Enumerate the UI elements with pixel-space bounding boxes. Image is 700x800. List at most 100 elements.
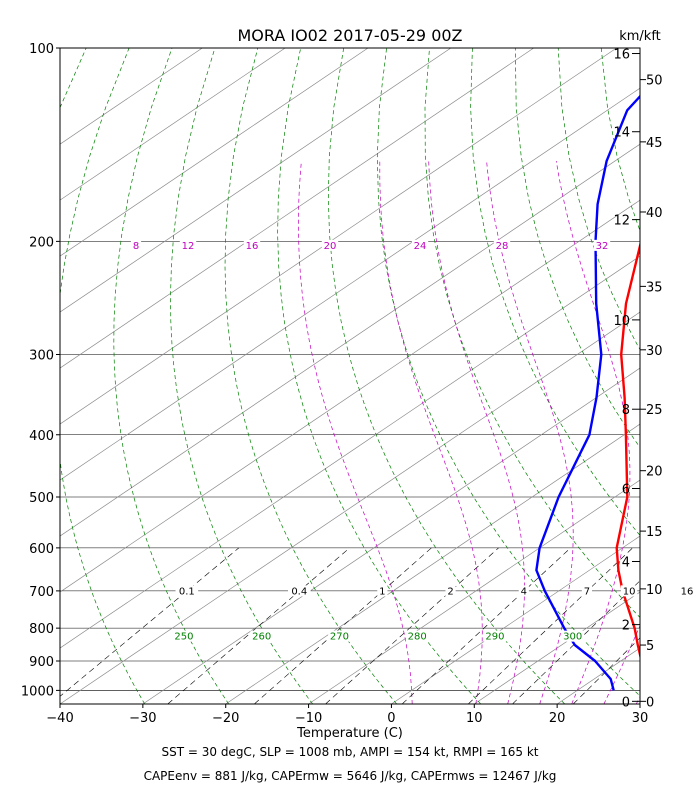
km-tick-label: 2	[622, 619, 630, 634]
isotherm-line	[60, 48, 369, 257]
mixing-ratio-label-text: 10	[623, 586, 636, 597]
mixing-ratio-line	[512, 580, 640, 704]
isotherm-line	[60, 255, 640, 649]
plot-frame	[59, 47, 641, 705]
moist-adiabat-line	[428, 161, 525, 704]
dry-adiabat-label-text: 250	[174, 632, 193, 643]
mixing-ratio-line	[468, 547, 633, 704]
moist-adiabat-label-bg	[243, 239, 261, 251]
x-axis-label: Temperature (C)	[296, 726, 403, 741]
mixing-ratio-label-bg	[175, 585, 199, 597]
km-tick-label: 0	[622, 695, 630, 710]
moist-adiabat-label: 16	[243, 239, 261, 252]
temperature-profile	[615, 240, 640, 660]
dry-adiabat-label: 300	[561, 630, 584, 643]
dry-adiabat-label-bg	[561, 630, 584, 642]
dry-adiabat-label-text: 300	[563, 632, 582, 643]
moist-adiabat-line	[486, 161, 574, 704]
footer-line-1: SST = 30 degC, SLP = 1008 mb, AMPI = 154…	[161, 745, 539, 759]
moist-adiabat-label-bg	[493, 239, 511, 251]
mixing-ratio-line	[401, 547, 571, 704]
moist-adiabat-label-text: 12	[182, 241, 195, 252]
moist-adiabat-label-bg	[179, 239, 197, 251]
kft-tick-label: 0	[646, 695, 654, 710]
mixing-ratio-label-text: 16	[681, 586, 694, 597]
km-tick-label: 12	[613, 214, 630, 229]
pressure-tick-label: 300	[29, 348, 54, 363]
mixing-ratio-label-text: 4	[521, 586, 527, 597]
isotherm-line	[60, 48, 534, 369]
kft-tick-label: 30	[646, 344, 663, 359]
isotherm-line	[308, 479, 640, 704]
km-tick-label: 8	[622, 403, 630, 418]
moist-adiabat-label-text: 32	[596, 241, 609, 252]
kft-tick-label: 10	[646, 583, 663, 598]
isotherm-line	[60, 87, 640, 481]
temp-tick-label: 20	[549, 711, 566, 726]
mixing-ratio-label: 10	[620, 585, 638, 597]
dry-adiabat-label-bg	[250, 630, 273, 642]
dry-adiabat-label: 270	[328, 630, 351, 643]
km-tick-label: 16	[613, 48, 630, 63]
dry-adiabat-label: 250	[172, 630, 196, 643]
dry-adiabat-line	[470, 48, 640, 536]
temp-tick-label: 30	[632, 711, 649, 726]
mixing-ratio-label-bg	[445, 585, 456, 597]
moist-adiabat-label-text: 8	[133, 241, 139, 252]
height-unit-label: km/kft	[619, 29, 661, 44]
pressure-tick-label: 900	[29, 655, 54, 670]
moist-adiabat-label-bg	[411, 239, 429, 251]
dry-adiabat-label-bg	[405, 630, 429, 642]
temp-tick-label: −20	[212, 711, 239, 726]
moist-adiabat-label-bg	[321, 239, 339, 251]
mixing-ratio-label-text: 0.4	[291, 586, 307, 597]
dry-adiabat-line	[113, 48, 229, 704]
isotherm-line	[142, 367, 640, 704]
pressure-tick-label: 100	[29, 42, 54, 57]
mixing-ratio-line	[60, 547, 240, 697]
moist-adiabat-label-bg	[593, 239, 611, 251]
pressure-tick-label: 400	[29, 429, 54, 444]
thermo-grid	[60, 48, 700, 704]
dry-adiabat-label-text: 290	[485, 632, 504, 643]
chart-title: MORA IO02 2017-05-29 00Z	[237, 26, 462, 45]
moist-adiabat-label: 28	[493, 239, 511, 252]
moist-adiabat-label: 8	[130, 239, 142, 252]
isotherm-line	[60, 48, 452, 313]
moist-adiabat-line	[603, 624, 640, 704]
pressure-tick-label: 1000	[21, 684, 54, 699]
dry-adiabat-line	[557, 48, 640, 351]
moist-adiabat-label: 20	[321, 239, 339, 252]
isotherm-line	[60, 48, 617, 425]
mixing-ratio-label-bg	[620, 585, 638, 597]
moist-adiabat-label-text: 28	[496, 241, 509, 252]
dry-adiabat-label-text: 280	[408, 632, 427, 643]
kft-tick-label: 25	[646, 403, 663, 418]
mixing-ratio-label: 0.1	[175, 585, 199, 597]
isotherm-line	[391, 535, 640, 704]
moist-adiabat-label-text: 24	[414, 241, 427, 252]
dry-adiabat-line	[224, 48, 397, 704]
dry-adiabat-label-bg	[483, 630, 507, 642]
kft-tick-label: 50	[646, 74, 663, 89]
dry-adiabat-line	[170, 48, 313, 704]
mixing-ratio-label-bg	[518, 585, 529, 597]
mixing-ratio-label-text: 0.1	[179, 586, 195, 597]
mixing-ratio-label: 7	[581, 585, 593, 597]
moist-adiabat-label-text: 16	[246, 241, 259, 252]
dry-adiabat-label-text: 270	[330, 632, 349, 643]
dry-adiabat-line	[687, 48, 700, 704]
pressure-tick-label: 700	[29, 585, 54, 600]
moist-adiabat-line	[669, 161, 700, 704]
dry-adiabat-label-bg	[172, 630, 196, 642]
dry-adiabat-label: 260	[250, 630, 273, 643]
mixing-ratio-label-text: 1	[379, 586, 385, 597]
temp-tick-label: −10	[295, 711, 322, 726]
mixing-ratio-line	[325, 547, 499, 704]
mixing-ratio-label-bg	[581, 585, 593, 597]
moist-adiabat-label-text: 20	[324, 241, 337, 252]
km-tick-label: 4	[622, 555, 630, 570]
moist-adiabat-label: 24	[411, 239, 429, 252]
km-tick-label: 14	[613, 126, 630, 141]
